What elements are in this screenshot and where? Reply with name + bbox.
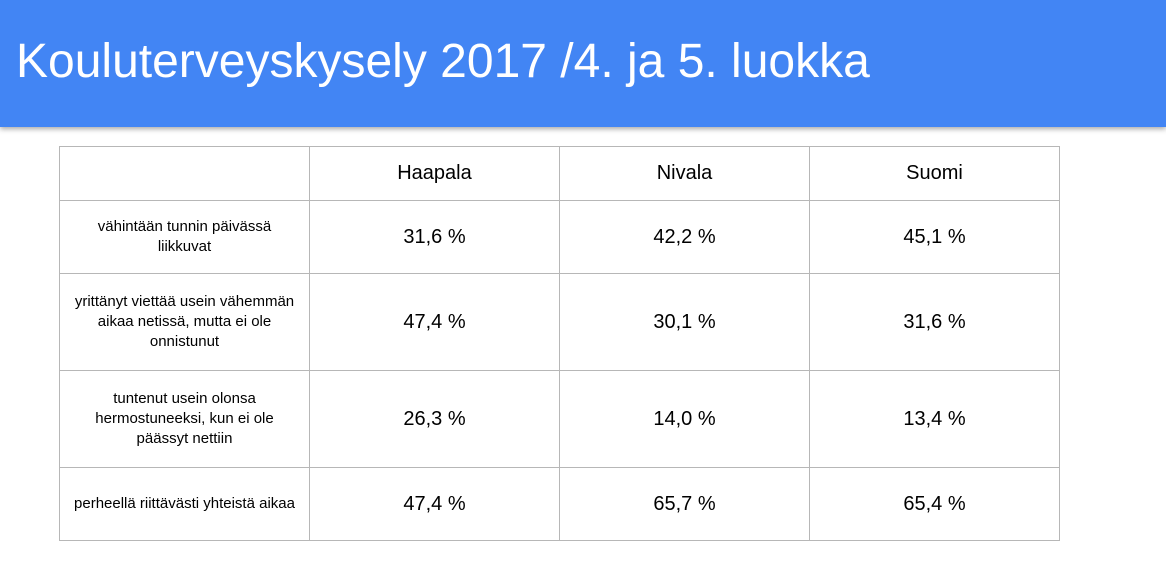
slide-title: Kouluterveyskysely 2017 /4. ja 5. luokka (16, 35, 870, 88)
table-cell: 65,7 % (559, 467, 810, 541)
table-row: tuntenut usein olonsa hermostuneeksi, ku… (59, 370, 1060, 468)
table-row: vähintään tunnin päivässä liikkuvat 31,6… (59, 200, 1060, 274)
row-label: vähintään tunnin päivässä liikkuvat (59, 200, 310, 274)
row-label: yrittänyt viettää usein vähemmän aikaa n… (59, 273, 310, 371)
table-cell: 45,1 % (809, 200, 1060, 274)
column-header-nivala: Nivala (559, 146, 810, 201)
table-corner-cell (59, 146, 310, 201)
row-label: tuntenut usein olonsa hermostuneeksi, ku… (59, 370, 310, 468)
table-cell: 30,1 % (559, 273, 810, 371)
table-cell: 65,4 % (809, 467, 1060, 541)
table-cell: 13,4 % (809, 370, 1060, 468)
table-cell: 47,4 % (309, 273, 560, 371)
table-cell: 47,4 % (309, 467, 560, 541)
table-cell: 26,3 % (309, 370, 560, 468)
column-header-suomi: Suomi (809, 146, 1060, 201)
table-row: yrittänyt viettää usein vähemmän aikaa n… (59, 273, 1060, 371)
table-header-row: Haapala Nivala Suomi (59, 146, 1060, 201)
table-cell: 42,2 % (559, 200, 810, 274)
title-bar: Kouluterveyskysely 2017 /4. ja 5. luokka (0, 0, 1166, 127)
table-row: perheellä riittävästi yhteistä aikaa 47,… (59, 467, 1060, 541)
survey-table: Haapala Nivala Suomi vähintään tunnin pä… (59, 146, 1060, 541)
table-cell: 31,6 % (809, 273, 1060, 371)
row-label: perheellä riittävästi yhteistä aikaa (59, 467, 310, 541)
table-cell: 14,0 % (559, 370, 810, 468)
table-cell: 31,6 % (309, 200, 560, 274)
column-header-haapala: Haapala (309, 146, 560, 201)
